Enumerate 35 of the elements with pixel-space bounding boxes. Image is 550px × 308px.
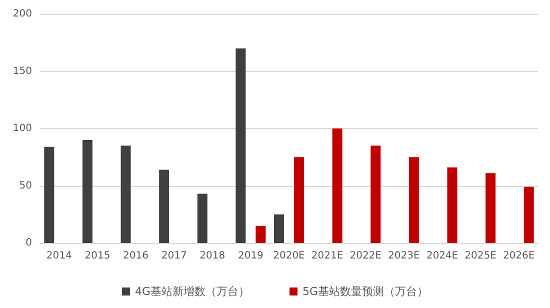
x-tick-label: 2015 (84, 250, 110, 262)
bar (447, 167, 458, 243)
x-tick-label: 2020E (273, 250, 305, 262)
x-tick-label: 2019 (238, 250, 264, 262)
legend-label: 4G基站新增数（万台） (134, 285, 250, 298)
bar (159, 170, 170, 243)
bar (274, 214, 284, 243)
x-tick-label: 2022E (350, 250, 382, 262)
y-tick-label: 0 (26, 238, 32, 248)
x-tick-label: 2014 (46, 250, 72, 262)
bar (120, 146, 131, 243)
bar (197, 194, 208, 243)
bar (370, 146, 381, 243)
x-tick-label: 2021E (311, 250, 344, 262)
x-tick-label: 2026E (502, 250, 535, 262)
legend-label: 5G基站数量预测（万台） (302, 285, 428, 298)
y-tick-label: 50 (19, 180, 32, 192)
y-tick-label: 100 (12, 123, 32, 134)
y-tick-label: 150 (12, 66, 32, 77)
bar (82, 140, 92, 243)
bar (486, 173, 496, 243)
bar (256, 226, 266, 243)
x-tick-label: 2017 (161, 250, 187, 262)
x-tick-label: 2018 (200, 250, 226, 262)
bar (236, 48, 246, 243)
x-tick-label: 2016 (123, 250, 148, 262)
bar (332, 128, 342, 243)
x-tick-label: 2025E (464, 250, 496, 262)
x-tick-label: 2023E (388, 250, 420, 262)
bar (44, 146, 54, 243)
bar (524, 186, 534, 243)
y-tick-label: 200 (12, 8, 32, 20)
bar (294, 157, 304, 243)
x-tick-label: 2024E (426, 250, 458, 262)
bar (408, 157, 419, 243)
